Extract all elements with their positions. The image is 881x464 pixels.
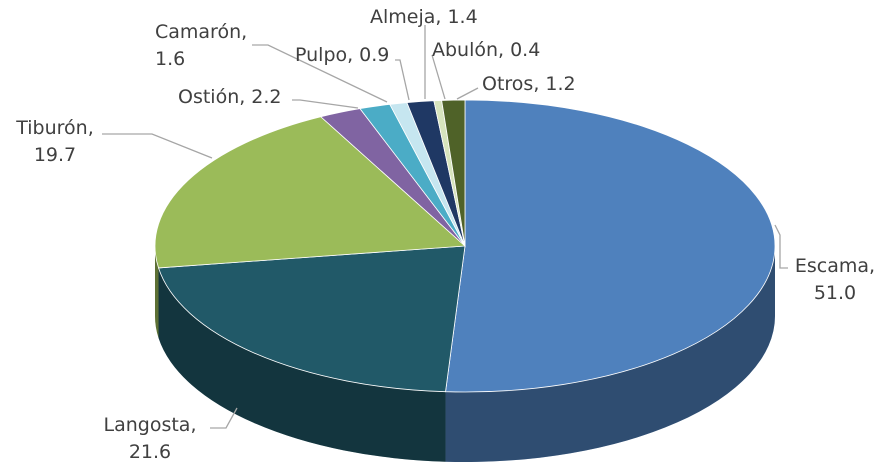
label-value: 2.2 [251,86,281,108]
leader-line [252,44,388,103]
label-value: 0.4 [510,39,540,61]
side-shade [445,246,775,463]
label-value: 51.0 [814,282,856,304]
label-value: 19.7 [34,144,76,166]
pie-slice [441,99,466,247]
data-label: Tiburón, 19.7 [15,117,94,166]
pie-slice [154,116,466,269]
label-category: Almeja, [370,6,441,28]
label-value: 21.6 [129,441,171,463]
leader-line [210,407,238,429]
label-value: 1.6 [155,48,185,70]
label-category: Pulpo, [295,44,353,66]
data-label: Almeja, 1.4 [370,6,478,28]
label-category: Otros, [482,73,539,95]
label-value: 0.9 [359,44,389,66]
leader-line [774,224,788,269]
pie-side [155,246,159,338]
data-label: Abulón, 0.4 [432,39,540,61]
data-labels: Escama, 51.0 Langosta, 21.6 Tiburón, 19.7 Osti… [15,6,875,463]
label-category: Langosta, [104,414,197,436]
pie-side [158,267,446,462]
leader-line [456,87,479,100]
data-label: Ostión, 2.2 [178,86,282,108]
side-shade [158,267,446,462]
pie-slice [445,99,776,393]
data-label: Escama, 51.0 [795,255,875,304]
leader-line [395,59,410,101]
leader-line [431,54,446,100]
label-category: Tiburón, [15,117,94,139]
label-category: Escama, [795,255,875,277]
leader-lines [102,25,788,429]
side-shade [155,246,159,338]
label-category: Ostión, [178,86,245,108]
data-label: Langosta, 21.6 [104,414,197,463]
label-category: Camarón, [155,21,247,43]
pie-slice [157,245,466,393]
leader-line [292,99,359,109]
label-value: 1.2 [545,73,575,95]
data-label: Camarón, 1.6 [155,21,247,70]
pie-tops [154,99,776,393]
label-value: 1.4 [447,6,477,28]
data-label: Otros, 1.2 [482,73,576,95]
leader-line [102,133,213,159]
pie-sides [155,246,775,463]
pie-side [445,246,775,463]
label-category: Abulón, [432,39,504,61]
data-label: Pulpo, 0.9 [295,44,389,66]
